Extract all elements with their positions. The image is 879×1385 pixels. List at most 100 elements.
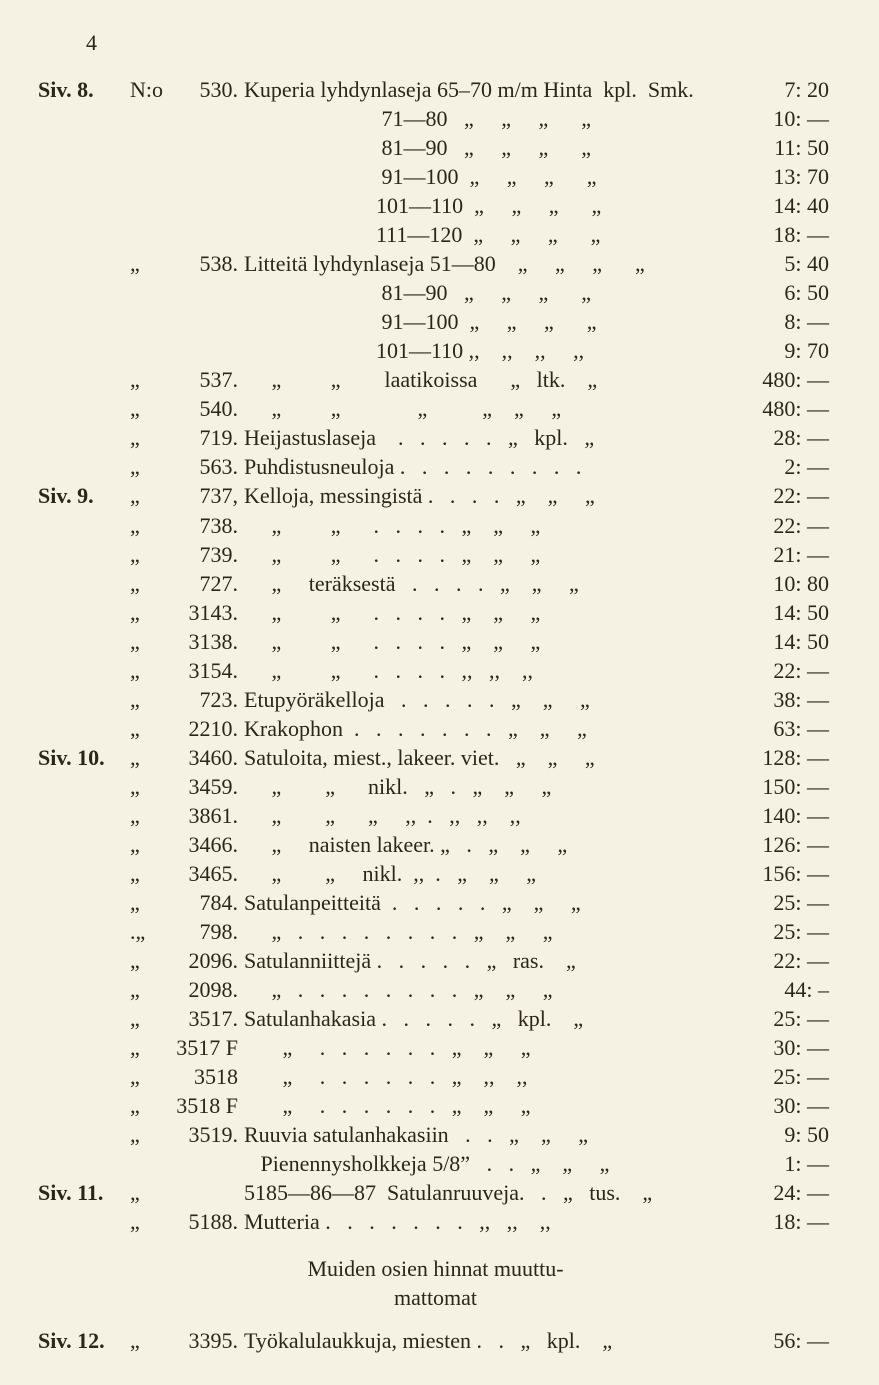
item-desc: „ . . . . . . . . „ „ „ (244, 917, 737, 946)
price-row: „739. „ „ . . . . „ „ „21: — (38, 540, 833, 569)
ditto-mark: „ (130, 423, 160, 452)
item-number: 3519. (160, 1120, 244, 1149)
item-price: 25: — (737, 1062, 833, 1091)
price-row: Siv. 8.N:o530.Kuperia lyhdynlaseja 65–70… (38, 75, 833, 104)
item-number: 3460. (160, 743, 244, 772)
item-desc: „ naisten lakeer. „ . „ „ „ (244, 830, 737, 859)
ditto-mark: „ (130, 1120, 160, 1149)
item-number: 3465. (160, 859, 244, 888)
siv-label: Siv. 12. (38, 1326, 130, 1355)
item-desc: „ . . . . . . „ ,, ,, (244, 1062, 737, 1091)
price-row: „3518 „ . . . . . . „ ,, ,,25: — (38, 1062, 833, 1091)
item-number: 3138. (160, 627, 244, 656)
item-price: 22: — (737, 656, 833, 685)
item-number: 3518 F (160, 1091, 244, 1120)
item-number: 2210. (160, 714, 244, 743)
ditto-mark: „ (130, 946, 160, 975)
item-desc: 111—120 „ „ „ „ (244, 220, 737, 249)
item-desc: Satulanhakasia . . . . . „ kpl. „ (244, 1004, 737, 1033)
item-price: 18: — (737, 220, 833, 249)
siv-label: Siv. 8. (38, 75, 130, 104)
siv-label: Siv. 10. (38, 743, 130, 772)
item-desc: Kelloja, messingistä . . . . „ „ „ (244, 481, 737, 510)
item-price: 11: 50 (737, 133, 833, 162)
item-price: 140: — (737, 801, 833, 830)
item-number: 5188. (160, 1207, 244, 1236)
price-row: „540. „ „ „ „ „ „480: — (38, 394, 833, 423)
ditto-mark: „ (130, 975, 160, 1004)
item-price: 22: — (737, 481, 833, 510)
item-desc: 81—90 „ „ „ „ (244, 133, 737, 162)
item-desc: Satulanniittejä . . . . . „ ras. „ (244, 946, 737, 975)
item-desc: „ „ . . . . „ „ „ (244, 511, 737, 540)
item-desc: 91—100 „ „ „ „ (244, 162, 737, 191)
ditto-mark: „ (130, 801, 160, 830)
item-price: 7: 20 (737, 75, 833, 104)
item-desc: „ „ „ ,, . ,, ,, ,, (244, 801, 737, 830)
item-desc: Krakophon . . . . . . . „ „ „ (244, 714, 737, 743)
ditto-mark: „ (130, 1091, 160, 1120)
item-price: 63: — (737, 714, 833, 743)
ditto-mark: „ (130, 249, 160, 278)
item-price: 18: — (737, 1207, 833, 1236)
item-price: 2: — (737, 452, 833, 481)
item-desc: „ „ . . . . „ „ „ (244, 627, 737, 656)
item-price: 10: — (737, 104, 833, 133)
ditto-mark: „ (130, 1207, 160, 1236)
siv-label: Siv. 9. (38, 481, 130, 510)
item-number: 3395. (160, 1326, 244, 1355)
item-desc: Ruuvia satulanhakasiin . . „ „ „ (244, 1120, 737, 1149)
item-desc: Kuperia lyhdynlaseja 65–70 m/m Hinta kpl… (244, 75, 737, 104)
item-number: 537. (160, 365, 244, 394)
price-row: 91—100 „ „ „ „8: — (38, 307, 833, 336)
item-desc: Litteitä lyhdynlaseja 51—80 „ „ „ „ (244, 249, 737, 278)
item-desc: „ „ . . . . „ „ „ (244, 540, 737, 569)
price-row: „3138. „ „ . . . . „ „ „14: 50 (38, 627, 833, 656)
ditto-mark: „ (130, 452, 160, 481)
price-row: „5188.Mutteria . . . . . . . ,, ,, ,,18:… (38, 1207, 833, 1236)
price-row: „3154. „ „ . . . . ,, ,, ,,22: — (38, 656, 833, 685)
item-number: 2096. (160, 946, 244, 975)
item-number: 563. (160, 452, 244, 481)
price-row: Siv. 9.„737,Kelloja, messingistä . . . .… (38, 481, 833, 510)
item-price: 14: 40 (737, 191, 833, 220)
item-number: 3518 (160, 1062, 244, 1091)
item-desc: 71—80 „ „ „ „ (244, 104, 737, 133)
ditto-mark: „ (130, 830, 160, 859)
item-price: 10: 80 (737, 569, 833, 598)
item-number: 3143. (160, 598, 244, 627)
price-row: 81—90 „ „ „ „6: 50 (38, 278, 833, 307)
page-number: 4 (86, 28, 833, 57)
price-row: „738. „ „ . . . . „ „ „22: — (38, 511, 833, 540)
price-rows: Siv. 8.N:o530.Kuperia lyhdynlaseja 65–70… (38, 75, 833, 1236)
ditto-mark: „ (130, 598, 160, 627)
item-desc: Työkalulaukkuja, miesten . . „ kpl. „ (244, 1326, 737, 1355)
item-price: 480: — (737, 394, 833, 423)
item-price: 25: — (737, 1004, 833, 1033)
item-desc: „ „ nikl. „ . „ „ „ (244, 772, 737, 801)
item-desc: „ „ „ „ „ „ (244, 394, 737, 423)
ditto-mark: „ (130, 888, 160, 917)
price-row: „3466. „ naisten lakeer. „ . „ „ „126: — (38, 830, 833, 859)
siv-label: Siv. 11. (38, 1178, 130, 1207)
item-number: 798. (160, 917, 244, 946)
ditto-mark: „ (130, 1033, 160, 1062)
ditto-mark: „ (130, 714, 160, 743)
item-number: 3861. (160, 801, 244, 830)
ditto-mark: „ (130, 511, 160, 540)
price-row: „563.Puhdistusneuloja . . . . . . . . .2… (38, 452, 833, 481)
price-row: „538.Litteitä lyhdynlaseja 51—80 „ „ „ „… (38, 249, 833, 278)
item-desc: 81—90 „ „ „ „ (244, 278, 737, 307)
centered-note: Muiden osien hinnat muuttu- mattomat (38, 1254, 833, 1312)
item-desc: „ „ . . . . „ „ „ (244, 598, 737, 627)
price-row: „3861. „ „ „ ,, . ,, ,, ,,140: — (38, 801, 833, 830)
item-price: 56: — (737, 1326, 833, 1355)
item-number: 3517 F (160, 1033, 244, 1062)
item-price: 128: — (737, 743, 833, 772)
item-desc: „ teräksestä . . . . „ „ „ (244, 569, 737, 598)
price-row: Siv. 11.„5185—86—87 Satulanruuveja. . „ … (38, 1178, 833, 1207)
item-desc: „ . . . . . . „ „ „ (244, 1091, 737, 1120)
ditto-mark: „ (130, 481, 160, 510)
item-number: 2098. (160, 975, 244, 1004)
item-price: 8: — (737, 307, 833, 336)
